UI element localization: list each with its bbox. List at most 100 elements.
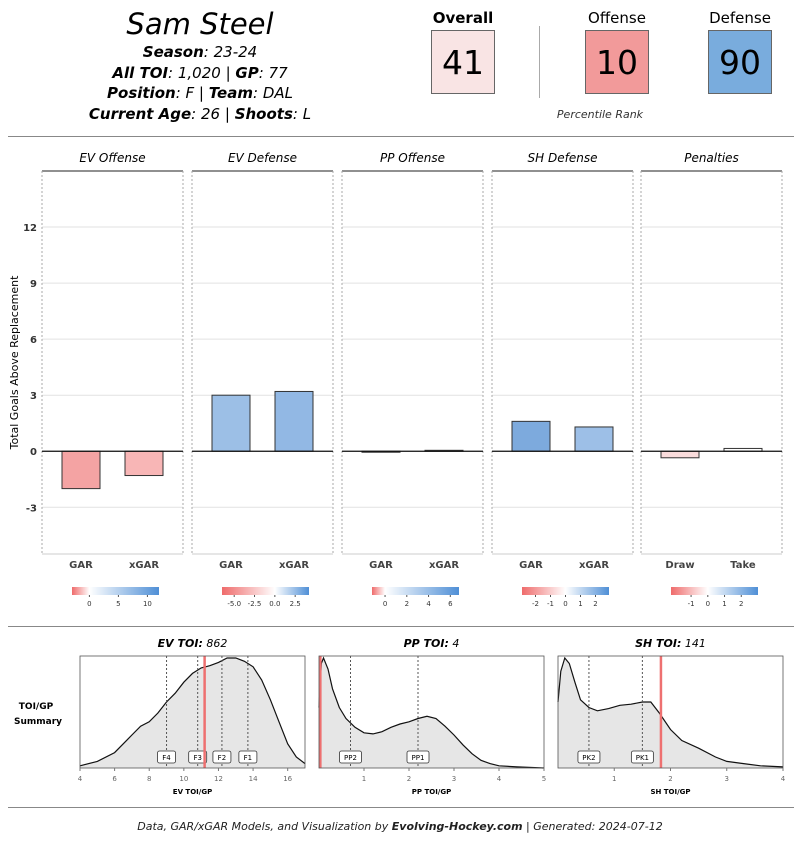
position-line: Position: F | Team: DAL — [107, 84, 293, 102]
overall-label: Overall — [432, 9, 494, 27]
offense-value: 10 — [585, 30, 649, 94]
role-marker-label: PP1 — [412, 754, 425, 762]
x-tick-label: 14 — [249, 775, 258, 783]
x-axis-label: EV TOI/GP — [173, 788, 212, 796]
role-marker-box — [188, 750, 208, 764]
toi-title-value: 4 — [449, 637, 460, 650]
defense-rank: Defense 90 — [697, 8, 783, 94]
density-area — [319, 658, 544, 768]
role-marker-label: PK1 — [636, 754, 649, 762]
x-tick-label: 3 — [452, 775, 456, 783]
category-label: GAR — [519, 560, 543, 571]
role-marker-label: F1 — [244, 754, 252, 762]
y-tick-label: 9 — [30, 279, 37, 290]
scale-tick-label: -2 — [532, 600, 539, 608]
y-tick-label: 0 — [30, 447, 37, 458]
toi-title-label: SH TOI: — [635, 637, 681, 650]
x-tick-label: 4 — [497, 775, 502, 783]
player-name: Sam Steel — [126, 7, 274, 41]
bar-gar — [61, 450, 101, 490]
y-axis-label: Total Goals Above Replacement — [8, 275, 21, 450]
category-label: xGAR — [279, 560, 309, 571]
divider-middle — [8, 626, 794, 627]
toi-title-value: 862 — [203, 637, 228, 650]
scale-tick-label: 0 — [706, 600, 710, 608]
bar-xgar — [274, 390, 314, 452]
color-scale-bar — [222, 587, 309, 595]
scale-tick-label: 5 — [116, 600, 120, 608]
role-marker-box — [157, 750, 176, 764]
scale-tick-label: 0.0 — [269, 600, 280, 608]
role-marker-box — [406, 750, 430, 764]
category-label: GAR — [369, 560, 393, 571]
x-tick-label: 2 — [668, 775, 672, 783]
role-marker-box — [577, 750, 601, 764]
toi-panel-title: PP TOI: 4 — [404, 637, 460, 650]
toi-title-label: EV TOI: — [158, 637, 203, 650]
scale-tick-label: 1 — [722, 600, 726, 608]
color-scale-bar — [522, 587, 609, 595]
scale-tick-label: 1 — [578, 600, 582, 608]
toi-panel-frame — [79, 655, 306, 769]
scale-tick-label: 0 — [87, 600, 91, 608]
color-scale-bar — [671, 587, 758, 595]
rank-divider — [539, 26, 540, 98]
x-tick-label: 1 — [362, 775, 366, 783]
panel-title: SH Defense — [528, 151, 598, 165]
panel-title: PP Offense — [380, 151, 445, 165]
role-marker-label: F2 — [218, 754, 226, 762]
x-axis-label: SH TOI/GP — [650, 788, 690, 796]
role-marker-box — [339, 750, 362, 764]
density-curve — [557, 656, 784, 768]
panel-title: EV Offense — [79, 151, 145, 165]
defense-label: Defense — [709, 9, 771, 27]
category-label: xGAR — [579, 560, 609, 571]
x-tick-label: 3 — [725, 775, 729, 783]
scale-tick-label: -5.0 — [227, 600, 241, 608]
density-curve — [318, 656, 545, 769]
color-scale-bar — [372, 587, 459, 595]
scale-tick-label: -1 — [688, 600, 695, 608]
y-tick-label: -3 — [26, 503, 37, 514]
bar-xgar — [574, 426, 614, 452]
x-tick-label: 5 — [542, 775, 546, 783]
panel-title: EV Defense — [228, 151, 297, 165]
offense-label: Offense — [588, 9, 646, 27]
x-tick-label: 8 — [147, 775, 151, 783]
gar-chart: Total Goals Above Replacement129630-3EV … — [8, 151, 783, 608]
x-tick-label: 2 — [407, 775, 411, 783]
bar-draw — [660, 450, 700, 459]
row-label-line2: Summary — [14, 717, 62, 727]
color-scale-bar — [72, 587, 159, 595]
x-axis-label: PP TOI/GP — [412, 788, 451, 796]
category-label: GAR — [219, 560, 243, 571]
scale-tick-label: 0 — [563, 600, 567, 608]
role-marker-box — [630, 750, 654, 764]
role-marker-box — [212, 750, 232, 764]
x-tick-label: 4 — [78, 775, 83, 783]
age-line: Current Age: 26 | Shoots: L — [88, 104, 312, 123]
category-label: xGAR — [129, 560, 159, 571]
y-tick-label: 3 — [30, 391, 37, 402]
x-tick-label: 10 — [179, 775, 188, 783]
scale-tick-label: -2.5 — [248, 600, 262, 608]
x-tick-label: 12 — [214, 775, 223, 783]
x-tick-label: 6 — [112, 775, 117, 783]
offense-rank: Offense 10 — [574, 8, 660, 94]
scale-tick-label: 2 — [739, 600, 743, 608]
overall-value: 41 — [431, 30, 495, 94]
footer-credit: Data, GAR/xGAR Models, and Visualization… — [137, 820, 392, 833]
toi-title-value: 141 — [681, 637, 706, 650]
role-marker-label: PP2 — [344, 754, 357, 762]
role-marker-label: PK2 — [582, 754, 595, 762]
x-tick-label: 1 — [612, 775, 616, 783]
gar-panel: Penalties Draw Take -1 0 1 2 — [640, 151, 783, 608]
scale-tick-label: 4 — [426, 600, 431, 608]
category-label: GAR — [69, 560, 93, 571]
row-label-line1: TOI/GP — [19, 702, 54, 712]
gar-panel: SH Defense GAR xGAR -2 -1 0 1 2 — [491, 151, 634, 608]
toi-panel: EV TOI: 862 F4 F3 F2 F1 4 6 8 10 12 14 16 EV TOI/GP — [78, 637, 306, 796]
scale-tick-label: 2 — [593, 600, 597, 608]
toi-panel-title: EV TOI: 862 — [158, 637, 228, 650]
